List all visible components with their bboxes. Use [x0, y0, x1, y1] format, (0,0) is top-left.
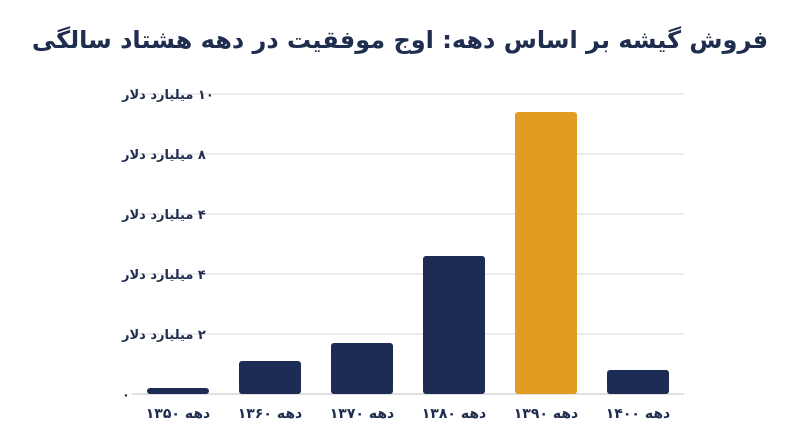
x-tick-label: دهه ۱۳۹۰: [514, 406, 578, 422]
x-tick-label: دهه ۱۳۷۰: [330, 406, 394, 422]
x-tick-label: دهه ۱۳۸۰: [422, 406, 486, 422]
bar: [423, 256, 485, 394]
chart-title: فروش گیشه بر اساس دهه: اوج موفقیت در دهه…: [31, 26, 769, 54]
y-tick-label: ۸ میلیارد دلار: [121, 148, 206, 163]
y-tick-label: ۰: [122, 388, 130, 403]
bar: [147, 388, 209, 394]
y-tick-label: ۴ میلیارد دلار: [121, 208, 206, 223]
bar: [331, 343, 393, 394]
bar: [607, 370, 669, 394]
bar: [515, 112, 577, 394]
y-tick-label: ۲ میلیارد دلار: [121, 328, 206, 343]
x-tick-label: دهه ۱۳۵۰: [146, 406, 210, 422]
y-tick-label: ۴ میلیارد دلار: [121, 268, 206, 283]
x-tick-label: دهه ۱۳۶۰: [238, 406, 302, 422]
y-tick-label: ۱۰ میلیارد دلار: [121, 88, 214, 103]
x-tick-label: دهه ۱۴۰۰: [606, 406, 670, 422]
bar: [239, 361, 301, 394]
